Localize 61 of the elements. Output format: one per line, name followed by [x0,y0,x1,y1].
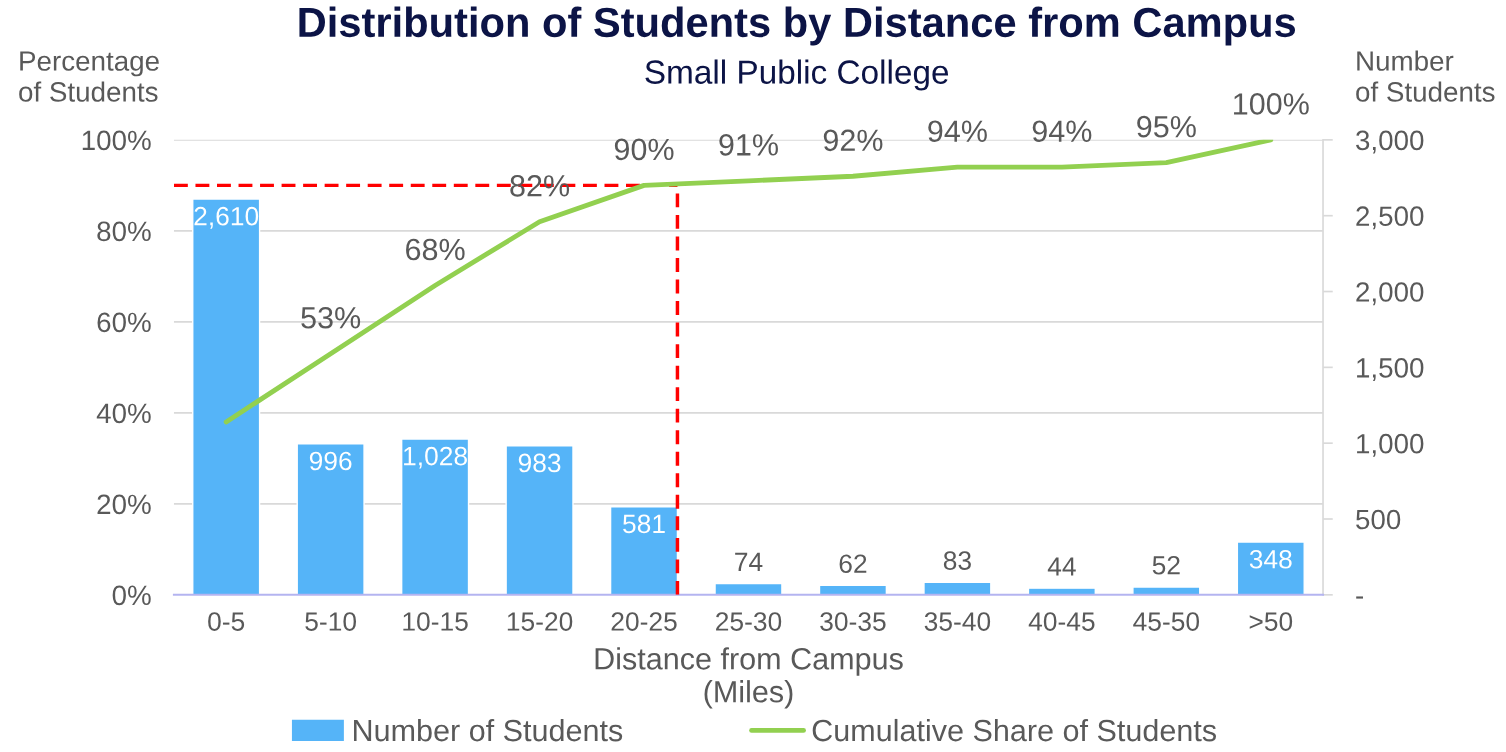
y2-tick-label: - [1356,596,1363,599]
x-tick-label: 10-15 [403,612,468,631]
data-label: 100% [1234,93,1309,115]
x-tick-label: 45-50 [1133,612,1200,631]
data-label: 83 [943,551,971,570]
data-label: 94% [1032,120,1092,143]
data-label: 94% [928,120,987,143]
x-tick-label: 40-45 [1028,612,1095,631]
x-axis-title: Distance from Campus (Miles) [595,647,903,709]
data-label: 68% [406,238,465,261]
legend-label: Number of Students [354,718,623,742]
data-label: 53% [301,306,361,329]
bar [1236,541,1305,595]
y2-tick-label: 3,000 [1356,130,1424,154]
y-tick-label: 0% [112,585,151,606]
bar [296,443,365,595]
x-tick-label: 25-30 [716,612,782,631]
bar [1132,586,1201,595]
data-label: 348 [1249,549,1292,569]
y-tick-label: 60% [97,312,151,333]
y-tick-label: 100% [82,130,151,151]
data-label: 74 [735,552,763,571]
chart-subtitle: Small Public College [645,59,949,91]
y2-tick-label: 500 [1356,509,1401,530]
x-tick-label: 35-40 [924,612,991,631]
data-label: 52 [1152,555,1180,575]
x-tick-label: 20-25 [611,612,677,631]
bar [609,506,679,595]
data-label: 581 [623,514,665,534]
y2-tick-label: 1,000 [1357,433,1424,457]
x-tick-label: >50 [1249,612,1293,631]
y-tick-label: 40% [96,403,151,424]
y-axis-title: Percentage of Students [19,51,159,102]
data-label: 1,028 [404,446,467,469]
x-tick-label: 30-35 [820,612,886,631]
y2-tick-label: 1,500 [1357,358,1424,381]
data-label: 62 [839,554,867,574]
bar [923,581,992,595]
data-label: 2,610 [194,206,259,229]
x-tick-label: 5-10 [305,612,357,631]
bar [400,438,470,595]
y2-tick-label: 2,500 [1356,206,1424,230]
y2-axis-title: Number of Students [1356,50,1495,102]
y-tick-label: 20% [97,494,151,515]
data-label: 95% [1137,115,1196,138]
data-label: 91% [719,134,778,156]
legend-label: Cumulative Share of Students [812,718,1216,742]
data-label: 996 [309,451,352,471]
bar [192,198,261,595]
data-label: 44 [1047,557,1076,576]
bar [1027,587,1096,595]
bar [505,445,574,595]
data-label: 983 [518,453,561,473]
x-tick-label: 0-5 [208,612,245,631]
x-tick-label: 15-20 [507,612,573,631]
chart-title: Distribution of Students by Distance from Campus [299,6,1296,46]
data-label: 92% [823,129,883,152]
y2-tick-label: 2,000 [1356,282,1424,306]
bar [714,582,783,595]
data-label: 90% [614,138,674,161]
y-tick-label: 80% [97,221,151,242]
